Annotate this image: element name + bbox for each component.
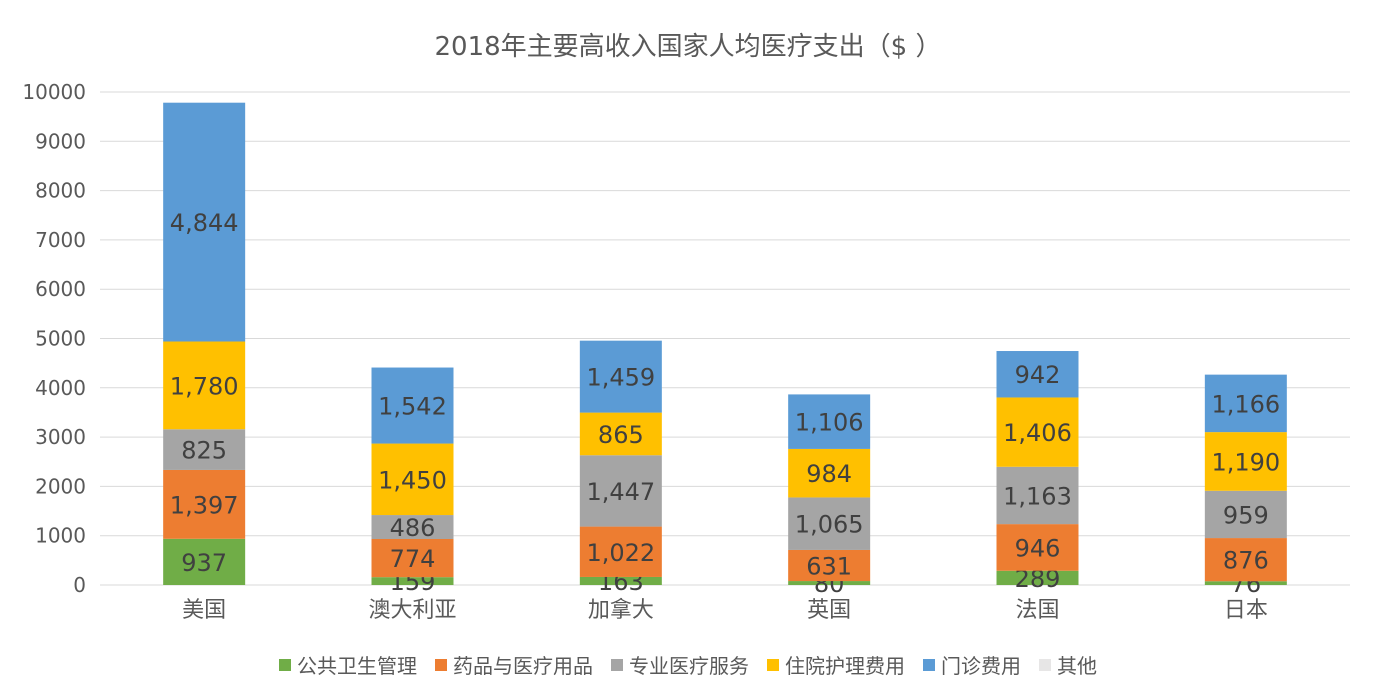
data-label: 1,542 (378, 393, 447, 421)
legend-item: 药品与医疗用品 (435, 650, 593, 679)
bar-segment (788, 497, 871, 550)
x-tick-label: 日本 (1224, 598, 1268, 623)
bar-segment (163, 469, 246, 539)
bar-segment (371, 515, 454, 540)
data-label: 486 (390, 514, 436, 542)
data-label: 1,166 (1211, 390, 1280, 418)
legend-item: 住院护理费用 (767, 650, 905, 679)
bar-segment (163, 429, 246, 470)
data-label: 984 (806, 460, 852, 488)
bar-segment (371, 367, 454, 444)
data-label: 1,397 (170, 491, 239, 519)
data-label: 1,022 (586, 539, 655, 567)
bar-segment (996, 524, 1079, 571)
bar-segment (1204, 374, 1287, 433)
data-label: 1,065 (795, 511, 864, 539)
x-tick-label: 美国 (182, 598, 226, 623)
chart-legend: 公共卫生管理 药品与医疗用品 专业医疗服务 住院护理费用 门诊费用 其他 (0, 650, 1376, 679)
legend-swatch (923, 658, 935, 671)
x-tick-label: 加拿大 (588, 597, 654, 623)
bar-segment (788, 394, 871, 449)
data-label: 1,447 (586, 478, 655, 506)
y-tick-label: 2000 (35, 474, 86, 498)
y-tick-label: 7000 (35, 228, 86, 252)
y-tick-label: 3000 (35, 425, 86, 449)
x-tick-label: 澳大利亚 (368, 598, 456, 623)
legend-label: 住院护理费用 (785, 654, 905, 678)
legend-swatch (767, 658, 779, 671)
bar-segment (579, 455, 662, 527)
data-label: 631 (806, 553, 852, 581)
legend-item: 其他 (1039, 650, 1097, 679)
legend-item: 专业医疗服务 (611, 650, 749, 679)
y-tick-label: 9000 (35, 129, 86, 153)
x-tick-label: 英国 (807, 598, 851, 623)
bar-segment (163, 538, 246, 585)
bar-segment (788, 549, 871, 582)
bar-segment (371, 539, 454, 578)
bar-segment (163, 102, 246, 342)
data-label: 865 (598, 421, 644, 449)
data-label: 876 (1223, 547, 1269, 575)
bar-segment (1204, 432, 1287, 491)
bar-segment (996, 466, 1079, 525)
y-tick-label: 8000 (35, 179, 86, 203)
chart-title: 2018年主要高收入国家人均医疗支出（$ ） (434, 32, 942, 62)
data-label: 1,190 (1211, 448, 1280, 476)
bar-segment (371, 577, 454, 585)
bar-segment (371, 443, 454, 516)
data-label: 946 (1015, 534, 1061, 562)
bar-segment (1204, 581, 1287, 585)
y-tick-label: 1000 (35, 524, 86, 548)
x-tick-label: 法国 (1015, 598, 1059, 623)
data-label: 774 (390, 545, 436, 573)
y-tick-label: 0 (73, 573, 86, 597)
legend-swatch (1039, 658, 1051, 671)
legend-label: 药品与医疗用品 (453, 654, 593, 678)
bar-segment (579, 340, 662, 413)
data-label: 825 (181, 437, 227, 465)
legend-label: 其他 (1057, 654, 1097, 678)
bar-segment (996, 351, 1079, 398)
bar-segment (996, 397, 1079, 467)
legend-label: 门诊费用 (941, 654, 1021, 678)
bar-segment (1204, 538, 1287, 582)
legend-swatch (611, 658, 623, 671)
bar-segment (788, 581, 871, 585)
data-label: 4,844 (170, 209, 239, 237)
bar-segment (1204, 490, 1287, 539)
legend-item: 门诊费用 (923, 650, 1021, 679)
data-label: 1,406 (1003, 419, 1072, 447)
data-label: 1,780 (170, 372, 239, 400)
bar-segment (579, 576, 662, 585)
data-label: 1,106 (795, 409, 864, 437)
data-label: 959 (1223, 501, 1269, 529)
y-tick-label: 5000 (35, 327, 86, 351)
y-tick-label: 6000 (35, 277, 86, 301)
bar-segment (579, 412, 662, 456)
bar-segment (788, 448, 871, 498)
bar-segment (579, 526, 662, 577)
legend-swatch (435, 658, 447, 671)
data-label: 1,459 (586, 364, 655, 392)
legend-label: 公共卫生管理 (297, 654, 417, 678)
data-label: 942 (1015, 361, 1061, 389)
legend-item: 公共卫生管理 (279, 650, 417, 679)
stacked-bar-chart: 0 1000 2000 3000 4000 5000 6000 7000 8000 9000 100… (22, 80, 1350, 623)
y-tick-label: 4000 (35, 376, 86, 400)
data-label: 1,163 (1003, 482, 1072, 510)
data-label: 937 (181, 549, 227, 577)
data-label: 1,450 (378, 466, 447, 494)
bar-segment (996, 570, 1079, 585)
bar-segment (163, 341, 246, 430)
legend-label: 专业医疗服务 (629, 654, 749, 678)
y-tick-label: 10000 (22, 80, 86, 104)
legend-swatch (279, 658, 291, 671)
